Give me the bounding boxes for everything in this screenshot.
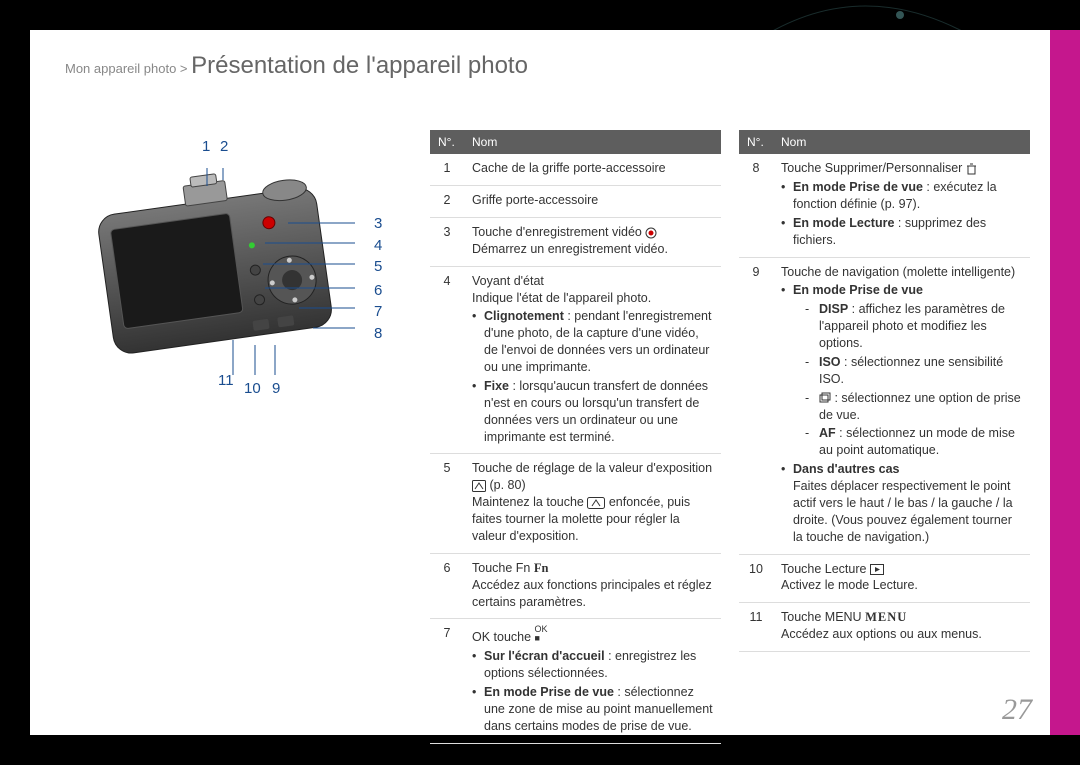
table-row: 9 Touche de navigation (molette intellig… — [739, 257, 1030, 554]
th-num: N°. — [739, 130, 773, 154]
callout-4: 4 — [374, 237, 382, 254]
cell: Touche de navigation (molette intelligen… — [773, 257, 1030, 554]
table-row: 7 OK touche OK■ Sur l'écran d'accueil : … — [430, 619, 721, 743]
table-row: 10 Touche Lecture Activez le mode Lectur… — [739, 554, 1030, 603]
table-row: 6 Touche Fn Fn Accédez aux fonctions pri… — [430, 553, 721, 619]
table-row: 11 Touche MENU MENU Accédez aux options … — [739, 603, 1030, 652]
page-title: Présentation de l'appareil photo — [191, 52, 528, 79]
callout-1: 1 — [202, 138, 210, 155]
cell: Touche d'enregistrement vidéo Démarrez u… — [464, 217, 721, 266]
ok-icon: OK■ — [535, 625, 548, 643]
page-header: Mon appareil photo > Présentation de l'a… — [30, 30, 1050, 80]
breadcrumb: Mon appareil photo > — [65, 61, 191, 76]
table-right: N°. Nom 8 Touche Supprimer/Personnaliser… — [739, 130, 1030, 715]
callout-6: 6 — [374, 282, 382, 299]
camera-illustration: 1 2 3 4 5 6 7 8 9 10 11 — [60, 130, 430, 715]
cell: Touche Fn Fn Accédez aux fonctions princ… — [464, 553, 721, 619]
table-row: 5 Touche de réglage de la valeur d'expos… — [430, 454, 721, 553]
callout-7: 7 — [374, 303, 382, 320]
th-name: Nom — [773, 130, 1030, 154]
callout-2: 2 — [220, 138, 228, 155]
cell: Touche de réglage de la valeur d'exposit… — [464, 454, 721, 553]
table-row: 2 Griffe porte-accessoire — [430, 186, 721, 218]
table-row: 3 Touche d'enregistrement vidéo Démarrez… — [430, 217, 721, 266]
cell: OK touche OK■ Sur l'écran d'accueil : en… — [464, 619, 721, 743]
page: Mon appareil photo > Présentation de l'a… — [30, 30, 1050, 735]
cell: Touche Supprimer/Personnaliser En mode P… — [773, 154, 1030, 257]
th-num: N°. — [430, 130, 464, 154]
fn-icon: Fn — [534, 561, 549, 575]
page-number: 27 — [1002, 693, 1032, 727]
tables-area: N°. Nom 1 Cache de la griffe porte-acces… — [430, 130, 1030, 715]
table-row: 4 Voyant d'état Indique l'état de l'appa… — [430, 266, 721, 454]
exposure-button-icon — [587, 497, 605, 509]
callout-8: 8 — [374, 325, 382, 342]
callout-11: 11 — [218, 372, 234, 389]
cell: Touche Lecture Activez le mode Lecture. — [773, 554, 1030, 603]
drive-mode-icon — [819, 392, 831, 404]
af-icon: AF — [819, 426, 836, 440]
cell: Touche MENU MENU Accédez aux options ou … — [773, 603, 1030, 652]
table-left: N°. Nom 1 Cache de la griffe porte-acces… — [430, 130, 721, 715]
iso-icon: ISO — [819, 355, 841, 369]
callout-9: 9 — [272, 380, 280, 397]
playback-icon — [870, 564, 884, 575]
cell: Cache de la griffe porte-accessoire — [464, 154, 721, 185]
callout-3: 3 — [374, 215, 382, 232]
record-icon — [645, 227, 657, 239]
table-row: 1 Cache de la griffe porte-accessoire — [430, 154, 721, 185]
th-name: Nom — [464, 130, 721, 154]
trash-icon — [966, 163, 977, 175]
exposure-icon — [472, 480, 486, 492]
menu-icon: MENU — [865, 610, 907, 624]
callout-10: 10 — [244, 380, 261, 397]
cell: Voyant d'état Indique l'état de l'appare… — [464, 266, 721, 454]
cell: Griffe porte-accessoire — [464, 186, 721, 218]
callout-5: 5 — [374, 258, 382, 275]
table-row: 8 Touche Supprimer/Personnaliser En mode… — [739, 154, 1030, 257]
disp-icon: DISP — [819, 302, 848, 316]
camera-svg — [85, 160, 355, 380]
accent-bar — [1050, 30, 1080, 735]
